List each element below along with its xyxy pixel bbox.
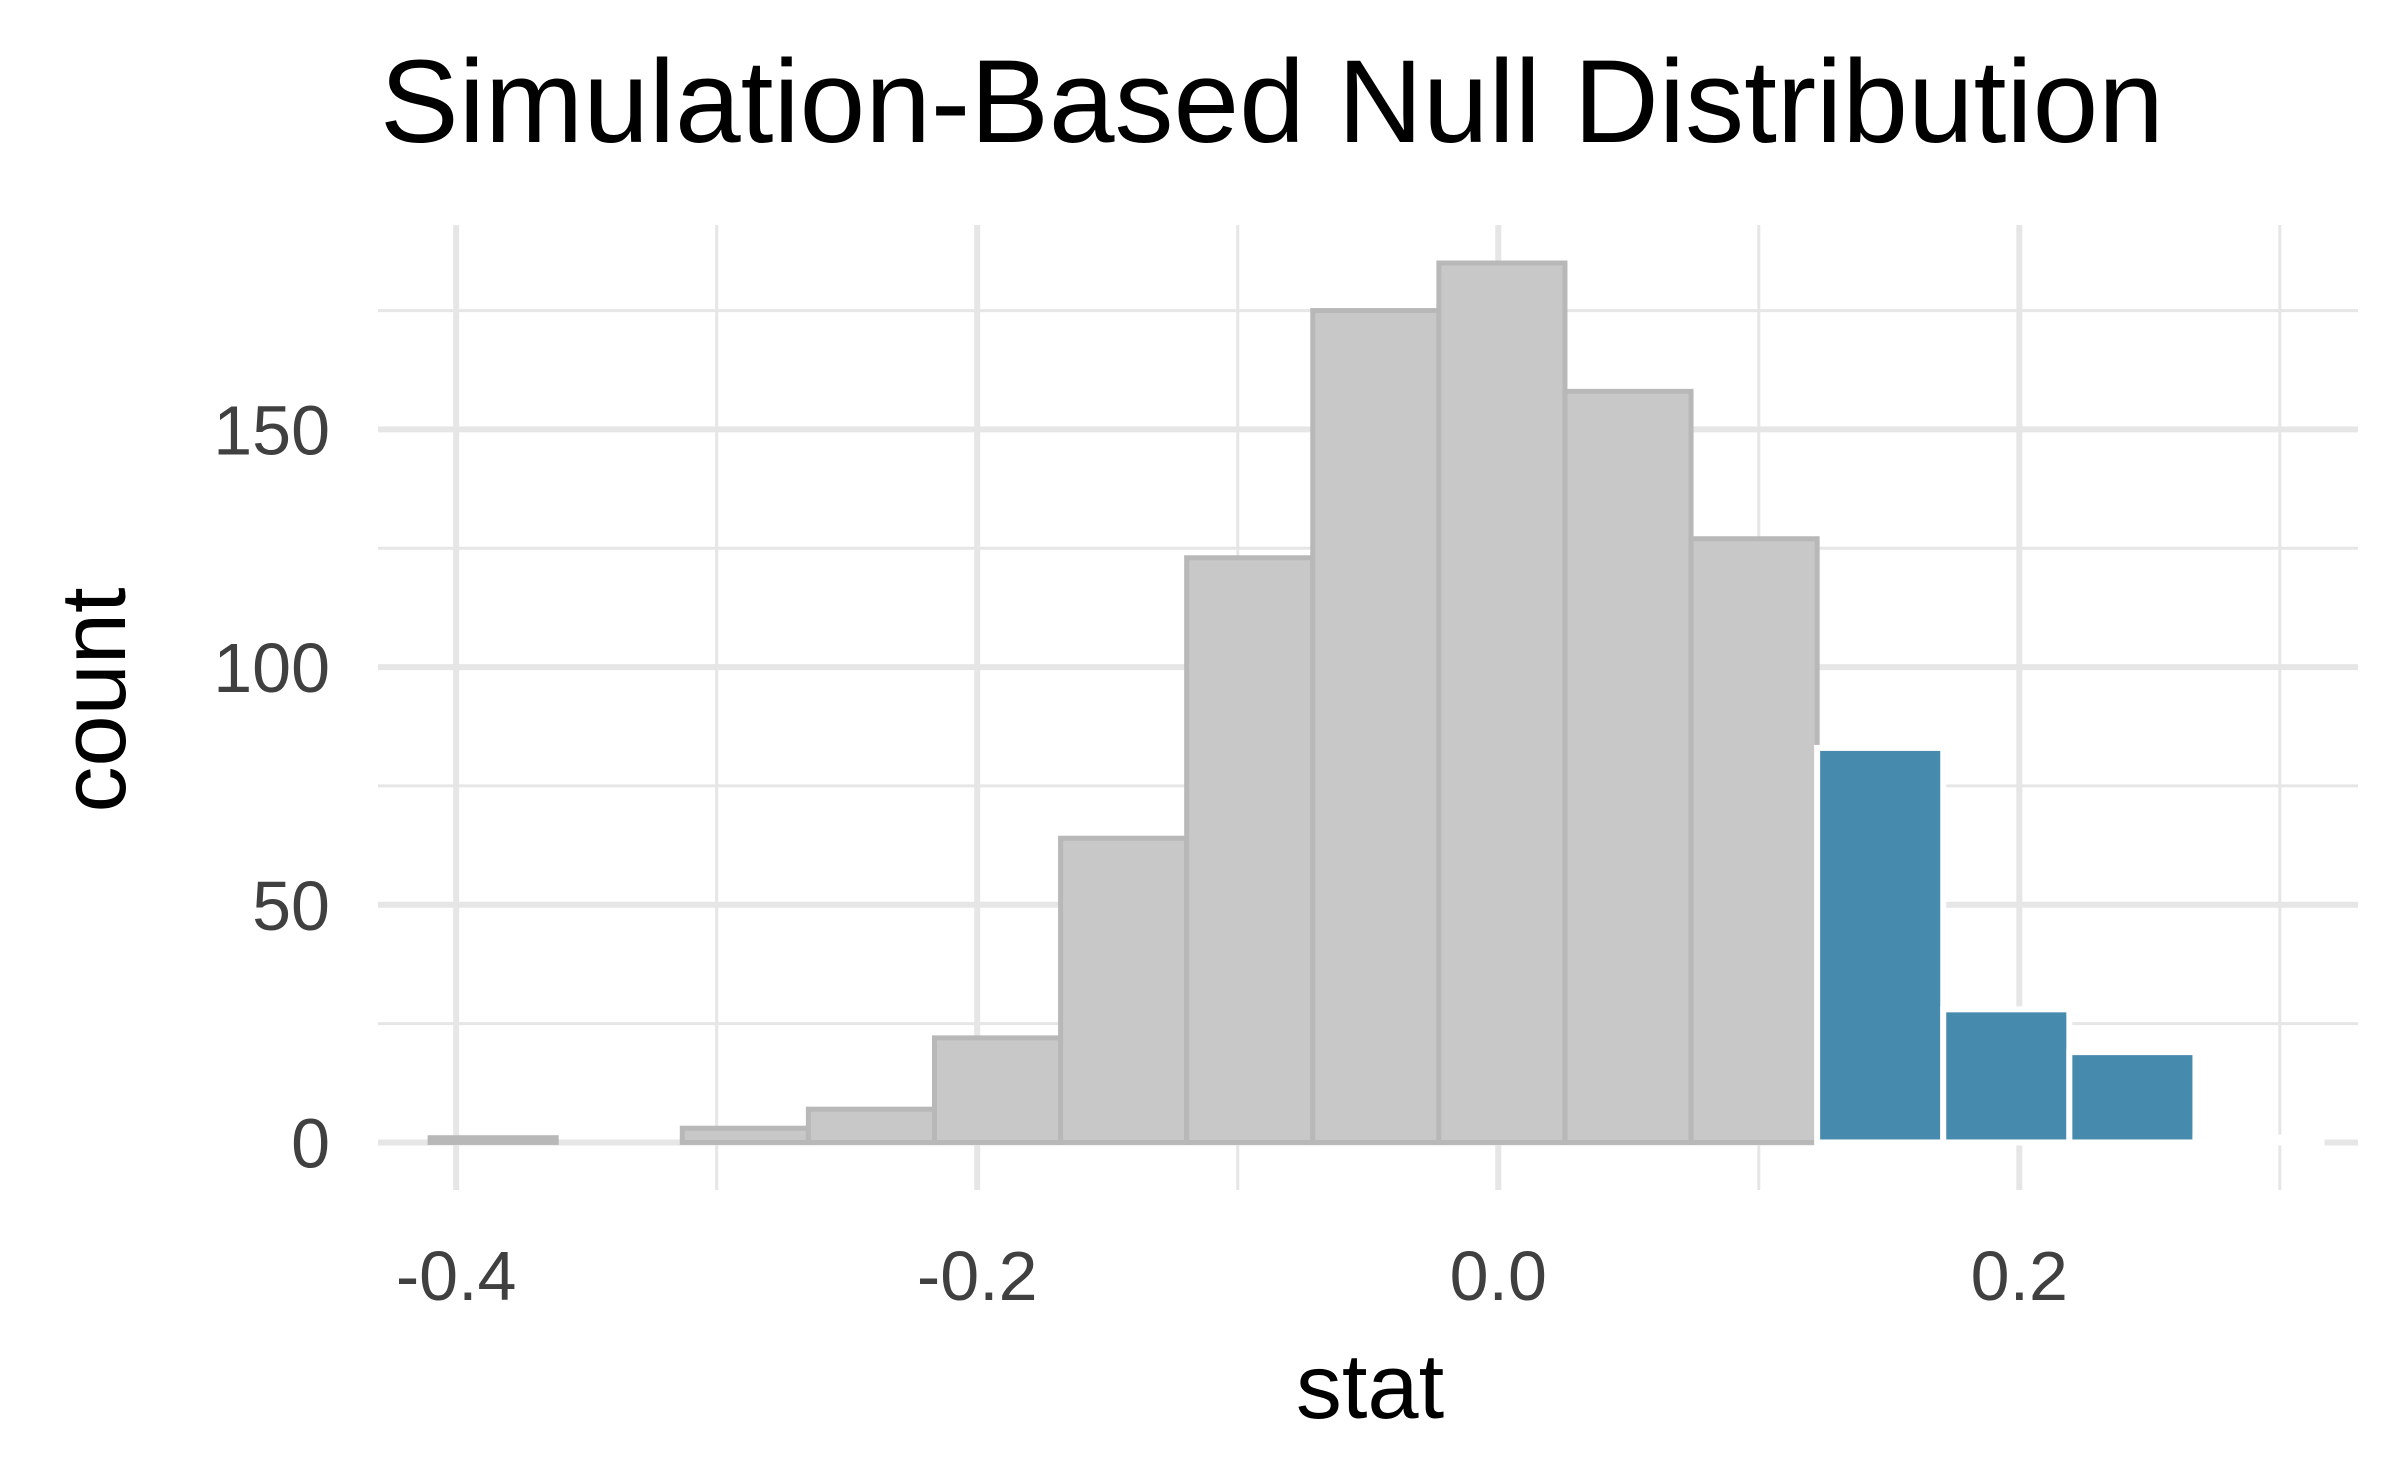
histogram-bar bbox=[1184, 555, 1316, 1145]
histogram-bar bbox=[1058, 835, 1190, 1145]
y-tick-label: 0 bbox=[291, 1104, 330, 1182]
x-tick-label: -0.2 bbox=[917, 1237, 1038, 1315]
shaded-histogram-bar bbox=[1814, 744, 1947, 1146]
x-tick-label: -0.4 bbox=[396, 1237, 517, 1315]
shaded-histogram-bar bbox=[2192, 1134, 2325, 1146]
histogram-bar bbox=[1688, 536, 1820, 1145]
histogram-bar bbox=[805, 1106, 937, 1145]
y-axis-title: count bbox=[43, 587, 145, 812]
tick-labels: -0.4 -0.2 0.0 0.2 0 50 100 150 bbox=[213, 391, 2068, 1315]
histogram-bar bbox=[1436, 260, 1568, 1145]
y-tick-label: 50 bbox=[252, 867, 330, 945]
histogram-bar bbox=[931, 1035, 1064, 1145]
histogram-bar bbox=[1562, 388, 1694, 1145]
x-tick-label: 0.0 bbox=[1450, 1237, 1547, 1315]
histogram-bars bbox=[427, 260, 2325, 1146]
y-tick-label: 150 bbox=[213, 391, 330, 469]
chart-title: Simulation-Based Null Distribution bbox=[380, 36, 2164, 168]
histogram-bar bbox=[679, 1125, 811, 1145]
histogram-bar bbox=[427, 1135, 559, 1145]
shaded-histogram-bar bbox=[2066, 1049, 2199, 1146]
histogram-bar bbox=[1310, 308, 1442, 1145]
x-axis-title: stat bbox=[1296, 1336, 1444, 1438]
x-tick-label: 0.2 bbox=[1971, 1237, 2068, 1315]
y-tick-label: 100 bbox=[213, 629, 330, 707]
shaded-histogram-bar bbox=[1940, 1006, 2073, 1146]
